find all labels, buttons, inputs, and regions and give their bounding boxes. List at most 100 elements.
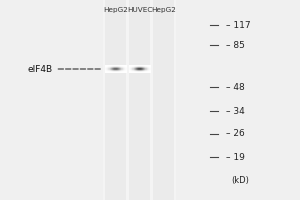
Text: – 117: – 117 <box>226 21 251 29</box>
Bar <box>131 70 132 71</box>
Bar <box>130 69 131 70</box>
Bar <box>146 72 147 73</box>
Bar <box>139 70 140 71</box>
Bar <box>112 70 113 71</box>
Bar <box>114 65 115 66</box>
Bar <box>126 69 127 70</box>
Bar <box>122 68 123 69</box>
Bar <box>120 72 121 73</box>
Bar <box>132 71 133 72</box>
Bar <box>113 68 114 69</box>
Bar <box>139 69 140 70</box>
Bar <box>105 65 106 66</box>
Bar <box>109 65 110 66</box>
Bar <box>108 70 109 71</box>
Bar <box>106 67 107 68</box>
Bar <box>138 67 139 68</box>
Bar <box>144 71 145 72</box>
Bar <box>119 68 120 69</box>
Bar <box>137 70 138 71</box>
Bar <box>133 69 134 70</box>
Bar <box>135 71 136 72</box>
Bar <box>141 69 142 70</box>
Bar <box>144 72 145 73</box>
Bar <box>133 70 134 71</box>
Bar <box>144 68 145 69</box>
Bar <box>147 68 148 69</box>
Bar <box>150 69 151 70</box>
Bar <box>106 72 107 73</box>
Bar <box>143 66 144 67</box>
Bar <box>131 69 132 70</box>
Bar <box>145 69 146 70</box>
Bar <box>146 70 147 71</box>
Bar <box>142 71 143 72</box>
Bar <box>105 67 106 68</box>
Bar <box>143 65 144 66</box>
Bar <box>129 67 130 68</box>
Bar <box>146 70 147 71</box>
Bar <box>107 69 108 70</box>
Bar <box>140 68 141 69</box>
Bar <box>107 71 108 72</box>
Bar <box>120 65 121 66</box>
Bar <box>113 71 114 72</box>
Bar <box>146 72 147 73</box>
Bar <box>149 67 150 68</box>
Bar <box>105 0 126 200</box>
Bar <box>137 71 138 72</box>
Bar <box>114 72 115 73</box>
Bar <box>119 70 120 71</box>
Bar <box>139 65 140 66</box>
Bar <box>126 70 127 71</box>
Bar <box>146 69 147 70</box>
Bar <box>107 70 108 71</box>
Bar <box>111 67 112 68</box>
Bar <box>111 65 112 66</box>
Bar <box>112 65 113 66</box>
Bar <box>123 70 124 71</box>
Bar <box>122 72 123 73</box>
Bar <box>145 71 146 72</box>
Bar <box>131 66 132 67</box>
Bar <box>118 72 119 73</box>
Bar <box>137 72 138 73</box>
Bar <box>146 70 147 71</box>
Bar <box>140 72 141 73</box>
Bar <box>138 69 139 70</box>
Bar <box>122 71 123 72</box>
Bar <box>113 70 114 71</box>
Bar <box>143 69 144 70</box>
Bar <box>114 66 115 67</box>
Bar <box>113 68 114 69</box>
Bar <box>106 71 107 72</box>
Bar <box>114 71 115 72</box>
Bar <box>129 66 130 67</box>
Bar <box>136 69 137 70</box>
Text: HepG2: HepG2 <box>103 7 128 13</box>
Bar <box>107 65 108 66</box>
Bar <box>122 65 123 66</box>
Bar <box>144 70 145 71</box>
Bar <box>106 65 107 66</box>
Bar <box>144 70 145 71</box>
Bar <box>109 71 110 72</box>
Bar <box>130 66 131 67</box>
Bar <box>142 70 143 71</box>
Bar <box>119 65 120 66</box>
Bar <box>131 71 132 72</box>
Bar <box>114 68 115 69</box>
Bar <box>146 67 147 68</box>
Bar <box>118 69 119 70</box>
Bar <box>144 67 145 68</box>
Bar <box>107 72 108 73</box>
Bar <box>150 70 151 71</box>
Bar <box>147 71 148 72</box>
Bar <box>138 72 139 73</box>
Bar <box>105 66 106 67</box>
Bar <box>129 69 130 70</box>
Bar <box>149 72 150 73</box>
Bar <box>112 68 113 69</box>
Bar <box>118 68 119 69</box>
Bar <box>121 72 122 73</box>
